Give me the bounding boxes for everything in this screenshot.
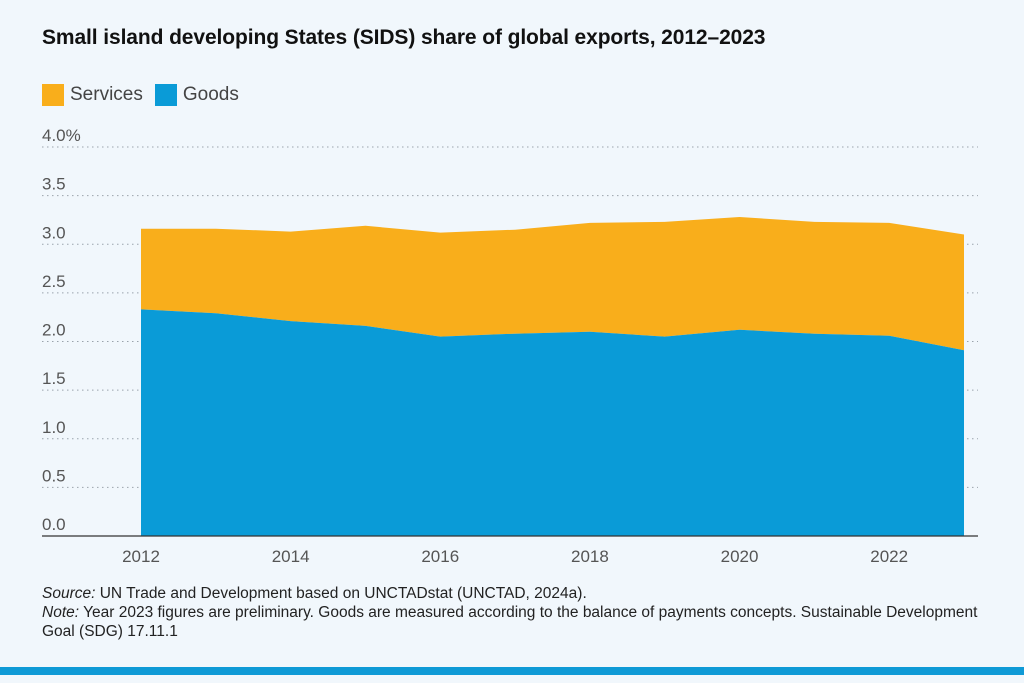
note-label: Note: xyxy=(42,604,80,621)
source-text: UN Trade and Development based on UNCTAD… xyxy=(95,585,587,602)
chart-notes: Source: UN Trade and Development based o… xyxy=(42,584,982,641)
y-tick-label: 0.0 xyxy=(42,515,66,534)
y-tick-label: 3.0 xyxy=(42,223,66,242)
area-services xyxy=(141,217,964,351)
source-label: Source: xyxy=(42,585,96,602)
legend-label-goods: Goods xyxy=(182,84,239,105)
y-tick-label: 0.5 xyxy=(42,466,66,485)
x-tick-label: 2022 xyxy=(870,547,908,566)
legend: Services Goods xyxy=(42,84,251,106)
x-tick-label: 2014 xyxy=(272,547,310,566)
source-note: Source: UN Trade and Development based o… xyxy=(42,584,982,603)
x-tick-label: 2020 xyxy=(721,547,759,566)
y-tick-label: 2.5 xyxy=(42,272,66,291)
legend-swatch-goods xyxy=(154,84,177,106)
y-tick-label: 1.5 xyxy=(42,369,66,388)
chart-title: Small island developing States (SIDS) sh… xyxy=(42,26,766,49)
bottom-accent-bar xyxy=(0,667,1024,675)
legend-swatch-services xyxy=(42,84,64,106)
y-tick-label: 2.0 xyxy=(42,321,66,340)
y-tick-label: 3.5 xyxy=(42,175,66,194)
legend-item-services: Services xyxy=(42,84,143,106)
x-tick-label: 2016 xyxy=(421,547,459,566)
legend-label-services: Services xyxy=(70,84,143,105)
note-text: Year 2023 figures are preliminary. Goods… xyxy=(42,604,978,640)
y-tick-label: 4.0% xyxy=(42,126,81,145)
area-chart: 0.0 0.5 1.0 1.5 2.0 2.5 3.0 3.5 4.0% 2012 2014 2016… xyxy=(42,126,978,566)
area-goods xyxy=(141,309,964,536)
x-tick-label: 2018 xyxy=(571,547,609,566)
note-text-block: Note: Year 2023 figures are preliminary.… xyxy=(42,603,982,641)
legend-item-goods: Goods xyxy=(154,84,239,106)
x-tick-label: 2012 xyxy=(122,547,160,566)
y-tick-label: 1.0 xyxy=(42,418,66,437)
